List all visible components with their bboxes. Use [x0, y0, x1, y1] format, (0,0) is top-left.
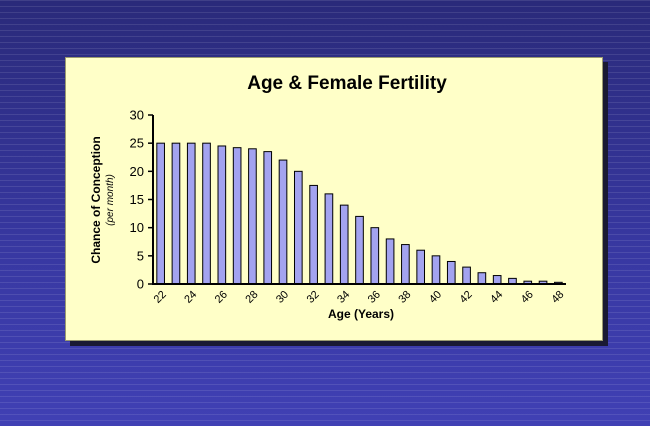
chart-title: Age & Female Fertility: [247, 73, 447, 94]
x-tick-label: 44: [488, 289, 505, 306]
bars-group: [156, 142, 563, 285]
bar-age-31: [293, 170, 303, 285]
x-tick-label: 28: [243, 289, 260, 306]
y-ticks-group: 0 5 10 15 20 25 30: [130, 108, 153, 292]
y-tick-label: 20: [130, 164, 144, 179]
x-tick-label: 48: [549, 289, 566, 306]
x-tick-label: 36: [366, 289, 383, 306]
y-tick-label: 15: [130, 192, 144, 207]
bar-age-34: [339, 204, 349, 285]
bar-age-27: [232, 147, 242, 285]
x-tick-label: 46: [519, 289, 536, 306]
x-tick-label: 34: [335, 289, 352, 306]
bar-age-33: [324, 193, 334, 285]
bar-age-26: [217, 145, 227, 285]
x-ticks-group: 22 24 26 28 30 32 34 36 38 40 42 44 46 48: [152, 289, 567, 306]
x-tick-label: 26: [213, 289, 230, 306]
x-tick-label: 22: [152, 289, 169, 306]
y-tick-label: 30: [130, 108, 144, 123]
x-tick-label: 42: [458, 289, 475, 306]
bar-age-43: [477, 272, 487, 285]
x-axis-label: Age (Years): [328, 307, 394, 321]
bar-age-38: [401, 244, 410, 285]
y-axis-sublabel: (per month): [105, 174, 116, 226]
bar-age-23: [171, 142, 181, 285]
bar-age-22: [156, 142, 165, 285]
bar-age-24: [186, 142, 196, 285]
x-tick-label: 38: [396, 289, 413, 306]
bar-age-37: [385, 238, 395, 285]
y-tick-label: 10: [130, 220, 144, 235]
x-tick-label: 30: [274, 289, 291, 306]
bar-age-29: [263, 151, 273, 285]
y-tick-label: 25: [130, 136, 144, 151]
bar-age-35: [355, 215, 364, 285]
bar-age-40: [431, 255, 441, 285]
y-tick-label: 0: [137, 277, 144, 292]
y-axis-label: Chance of Conception: [89, 136, 103, 263]
bar-age-36: [370, 227, 380, 285]
bar-age-42: [462, 266, 471, 285]
bar-age-41: [446, 260, 456, 285]
x-tick-label: 32: [305, 289, 322, 306]
y-tick-label: 5: [137, 248, 144, 263]
bar-age-25: [202, 142, 211, 285]
bar-age-39: [416, 249, 426, 285]
bar-age-44: [492, 275, 502, 285]
bar-age-32: [309, 184, 318, 285]
chart-panel: [65, 57, 603, 341]
x-tick-label: 40: [427, 289, 444, 306]
x-tick-label: 24: [182, 289, 199, 306]
bar-age-28: [248, 148, 257, 285]
bar-age-30: [278, 159, 288, 285]
